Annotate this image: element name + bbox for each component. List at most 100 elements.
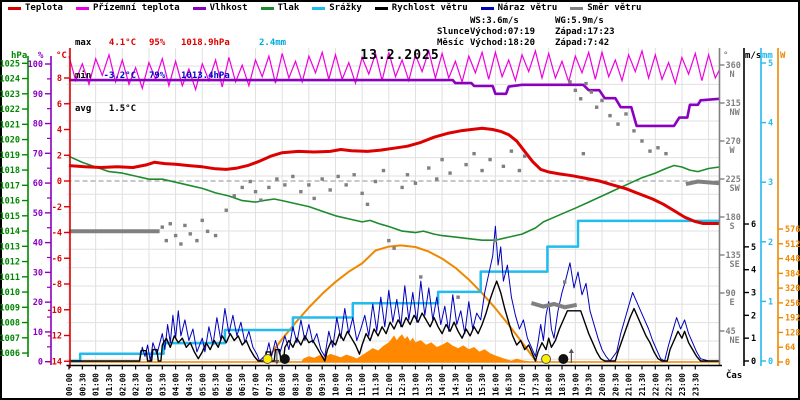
legend-item-3: Vlhkost — [192, 3, 248, 13]
wind-speed-axis-tick-label: 1 — [751, 334, 756, 344]
wind-speed-axis-header: m/s — [745, 51, 761, 61]
temperature-axis-header: °C — [56, 51, 67, 61]
wind-direction-axis-compass-label: S — [730, 222, 735, 232]
rain-axis-tick-label: 0 — [768, 357, 773, 367]
time-tick-label: 00:30 — [78, 373, 87, 396]
wind-speed-axis-tick-label: 2 — [751, 311, 756, 321]
legend-label: Tlak — [277, 3, 300, 13]
solar-axis-tick-label: 64 — [785, 343, 795, 353]
legend-swatch — [312, 6, 326, 10]
wind-direction-dot — [392, 246, 396, 250]
time-tick-label: 10:00 — [332, 373, 341, 396]
wind-direction-dot — [656, 146, 660, 150]
wind-direction-dot — [373, 179, 378, 184]
stat-min-temp: -3.2°C — [103, 71, 136, 81]
humidity-axis-tick-label: 10 — [33, 328, 43, 338]
time-tick-label: 22:00 — [651, 373, 660, 396]
time-tick-label: 20:30 — [611, 373, 620, 396]
pressure-axis-tick-label: 1006 — [0, 349, 20, 359]
time-tick-label: 06:00 — [225, 373, 234, 396]
solar-axis-tick-label: 192 — [785, 314, 800, 324]
pressure-axis-tick-label: 1023 — [0, 90, 20, 100]
wind-direction-dot — [259, 198, 263, 202]
solar-axis: W 576 512 448 384 320 256 192 128 64 0 — [777, 48, 800, 368]
pressure-axis-tick-label: 1014 — [0, 227, 20, 237]
sun-label: Slunce — [437, 27, 470, 37]
rain-axis-tick-label: 4 — [768, 119, 773, 129]
legend-item-5: Srážky — [312, 3, 362, 13]
wind-direction-dot — [616, 122, 620, 126]
humidity-axis-tick-label: 90 — [33, 90, 43, 100]
wind-direction-dot — [509, 149, 514, 153]
humidity-axis-tick-label: 70 — [33, 149, 43, 159]
legend: Teplota Přízemní teplota Vlhkost Tlak Srážky… — [8, 3, 641, 13]
pressure-axis-tick-label: 1012 — [0, 258, 20, 268]
wind-direction-dot — [464, 162, 468, 167]
solar-axis-tick-label: 448 — [785, 255, 800, 265]
time-tick-label: 16:30 — [505, 373, 514, 396]
time-tick-label: 03:30 — [158, 373, 167, 396]
temperature-axis-tick-label: 2 — [57, 151, 62, 161]
precipitation-line — [69, 219, 720, 363]
temperature-axis-tick-label: -2 — [52, 203, 62, 213]
wind-direction-dot — [624, 112, 628, 116]
solar-axis-header: W — [780, 51, 786, 61]
wind-direction-dot — [400, 185, 404, 190]
time-tick-label: 21:30 — [638, 373, 647, 396]
temperature-line — [68, 126, 720, 225]
time-tick-label: 12:30 — [398, 373, 407, 396]
solar-axis-tick-label: 384 — [785, 269, 800, 279]
wind-direction-axis-compass-label: E — [730, 298, 735, 308]
time-tick-label: 18:30 — [558, 373, 567, 396]
wind-direction-dot — [164, 238, 168, 243]
time-tick-label: 11:30 — [371, 373, 380, 396]
moon-row: Měsíc Východ:18:20 Západ:7:42 — [437, 38, 615, 49]
stat-avg-temp: 1.5°C — [108, 104, 136, 114]
stat-max-temp: 4.1°C — [108, 38, 136, 48]
wind-direction-axis-compass-label: W — [730, 146, 736, 156]
wind-direction-dot — [387, 238, 391, 243]
wind-direction-dot — [448, 171, 452, 175]
time-tick-label: 14:30 — [451, 373, 460, 396]
wind-direction-dot — [608, 113, 612, 118]
wind-direction-dot — [336, 174, 340, 179]
wind-direction-dot — [307, 183, 311, 187]
wind-direction-dot — [183, 223, 187, 228]
wind-speed-line — [69, 280, 720, 362]
wind-direction-dot — [344, 183, 348, 187]
solar-axis-tick-label: 256 — [785, 299, 800, 309]
wind-direction-dot — [312, 196, 316, 201]
wind-direction-dot — [568, 80, 572, 84]
legend-swatch — [260, 6, 274, 10]
pressure-axis-tick-label: 1017 — [0, 181, 20, 191]
wind-speed-axis-tick-label: 0 — [751, 357, 756, 367]
astro-block: WS:3.6m/s WG:5.9m/s Slunce Východ:07:19 Záp… — [437, 16, 615, 49]
moonrise-time: Východ:18:20 — [470, 38, 536, 48]
humidity-axis-tick-label: 50 — [33, 209, 43, 219]
stat-max-label: max — [75, 38, 92, 48]
wind-direction-dot — [648, 149, 652, 153]
time-tick-label: 14:00 — [438, 373, 447, 396]
time-tick-label: 16:00 — [491, 373, 500, 396]
stat-max-humidity: 95% — [149, 38, 166, 48]
legend-item-1: Teplota — [8, 3, 63, 13]
wind-direction-dots — [160, 80, 668, 299]
wind-direction-dot — [413, 181, 418, 185]
time-tick-label: 11:00 — [358, 373, 367, 396]
wind-direction-axis-degree-label: 225 — [726, 175, 741, 185]
wind-direction-dot — [501, 164, 506, 169]
moon-label: Měsíc — [437, 38, 465, 48]
temperature-axis-tick-label: -4 — [52, 229, 62, 239]
wind-direction-dot — [360, 191, 364, 196]
time-tick-label: 12:00 — [385, 373, 394, 396]
moonrise-arrow-head — [568, 348, 574, 353]
moonrise-marker — [558, 354, 569, 364]
wind-direction-dot — [594, 105, 599, 109]
wind-direction-dot — [584, 81, 588, 86]
time-tick-label: 06:30 — [238, 373, 247, 396]
rain-axis-tick-label: 3 — [768, 178, 773, 188]
sunset-time: Západ:17:23 — [555, 27, 615, 37]
time-tick-label: 02:00 — [118, 373, 127, 396]
legend-swatch — [8, 6, 21, 10]
time-axis: 00:00 00:30 01:00 01:30 02:00 02:30 03:00 03:30… — [65, 364, 742, 396]
